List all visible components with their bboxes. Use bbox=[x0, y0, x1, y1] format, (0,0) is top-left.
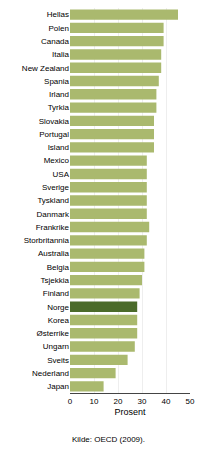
svg-text:Spania: Spania bbox=[44, 77, 69, 86]
svg-text:Storbritannia: Storbritannia bbox=[24, 236, 70, 245]
svg-text:Tyrkia: Tyrkia bbox=[48, 103, 70, 112]
svg-text:Frankrike: Frankrike bbox=[36, 223, 70, 232]
svg-text:Italia: Italia bbox=[52, 50, 69, 59]
svg-text:New Zealand: New Zealand bbox=[22, 64, 69, 73]
svg-text:Canada: Canada bbox=[41, 37, 70, 46]
svg-text:Island: Island bbox=[48, 143, 69, 152]
svg-text:Finland: Finland bbox=[43, 289, 69, 298]
svg-text:Mexico: Mexico bbox=[44, 156, 70, 165]
svg-text:Kilde: OECD (2009).: Kilde: OECD (2009). bbox=[72, 435, 145, 444]
svg-text:Australia: Australia bbox=[38, 249, 70, 258]
svg-text:Sveits: Sveits bbox=[47, 356, 69, 365]
svg-text:Østerrike: Østerrike bbox=[37, 329, 70, 338]
svg-text:Norge: Norge bbox=[47, 303, 69, 312]
svg-text:Korea: Korea bbox=[48, 316, 70, 325]
svg-text:Danmark: Danmark bbox=[37, 210, 70, 219]
svg-text:Irland: Irland bbox=[49, 90, 69, 99]
svg-text:Tsjekkia: Tsjekkia bbox=[41, 276, 70, 285]
svg-text:Tyskland: Tyskland bbox=[37, 196, 69, 205]
svg-text:Ungarn: Ungarn bbox=[43, 342, 69, 351]
svg-text:40: 40 bbox=[162, 397, 171, 406]
svg-text:USA: USA bbox=[53, 170, 70, 179]
svg-text:Belgia: Belgia bbox=[47, 263, 70, 272]
svg-text:10: 10 bbox=[90, 397, 99, 406]
svg-text:50: 50 bbox=[186, 397, 195, 406]
svg-text:Polen: Polen bbox=[49, 24, 69, 33]
svg-text:Sverige: Sverige bbox=[42, 183, 70, 192]
svg-text:20: 20 bbox=[114, 397, 123, 406]
svg-text:Japan: Japan bbox=[47, 382, 69, 391]
svg-text:Nederland: Nederland bbox=[32, 369, 69, 378]
svg-text:Slovakia: Slovakia bbox=[39, 117, 70, 126]
svg-text:Prosent: Prosent bbox=[114, 407, 146, 417]
svg-text:Portugal: Portugal bbox=[39, 130, 69, 139]
svg-text:30: 30 bbox=[138, 397, 147, 406]
svg-text:Hellas: Hellas bbox=[47, 10, 69, 19]
svg-text:0: 0 bbox=[68, 397, 73, 406]
